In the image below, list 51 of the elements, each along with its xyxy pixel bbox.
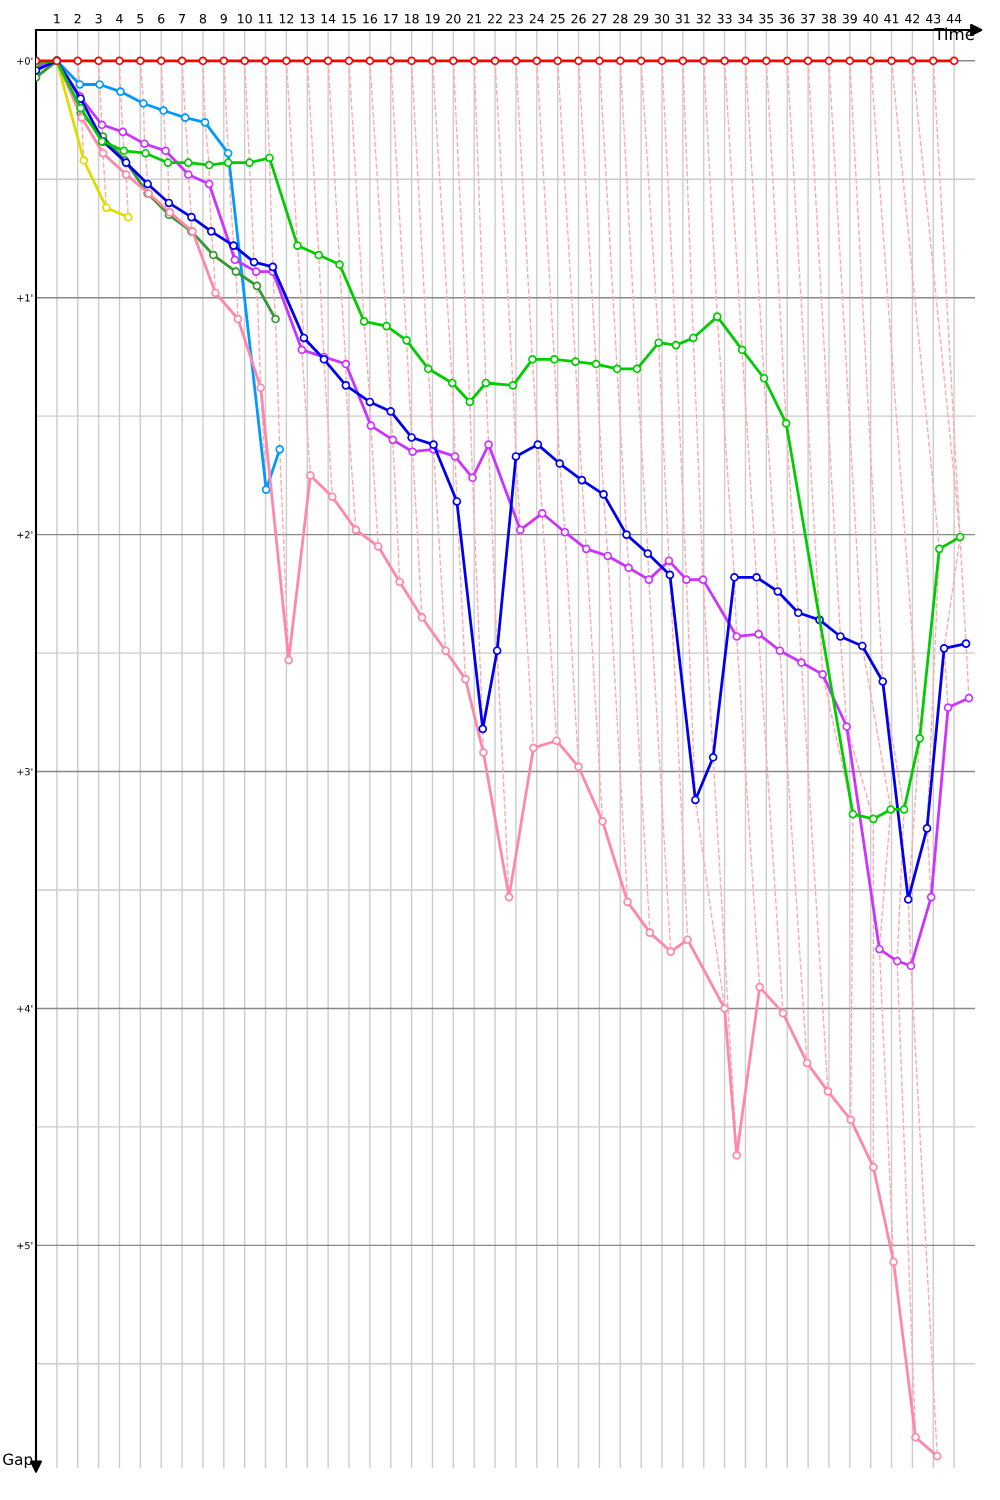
x-tick-label: 9 xyxy=(220,13,227,24)
y-tick-label: +4' xyxy=(17,1005,33,1013)
y-tick-label: +5' xyxy=(17,1241,33,1250)
x-tick-label: 26 xyxy=(571,13,586,24)
x-tick-label: 23 xyxy=(508,13,523,24)
x-tick-label: 37 xyxy=(801,13,815,24)
x-tick-label: 22 xyxy=(488,13,502,24)
y-tick-label: +1' xyxy=(17,294,33,302)
x-tick-label: 35 xyxy=(759,13,774,24)
x-tick-label: 39 xyxy=(842,13,857,24)
x-tick-label: 19 xyxy=(425,13,440,24)
x-tick-label: 13 xyxy=(300,13,315,24)
x-tick-label: 8 xyxy=(199,13,207,24)
y-axis-title: Gap xyxy=(3,1453,33,1469)
x-tick-label: 1 xyxy=(54,14,60,24)
x-tick-label: 27 xyxy=(592,13,607,24)
x-tick-label: 42 xyxy=(905,13,920,24)
x-tick-label: 34 xyxy=(738,13,753,24)
x-tick-label: 3 xyxy=(95,13,102,24)
y-tick-label: +0' xyxy=(17,57,33,65)
x-tick-label: 41 xyxy=(884,14,899,24)
x-tick-label: 16 xyxy=(363,13,378,24)
x-tick-label: 44 xyxy=(946,14,962,24)
x-tick-label: 4 xyxy=(116,14,123,24)
x-tick-label: 28 xyxy=(613,13,628,24)
x-tick-label: 12 xyxy=(279,13,294,24)
y-tick-label: +2' xyxy=(17,531,33,539)
x-tick-label: 33 xyxy=(717,13,732,24)
x-tick-label: 32 xyxy=(696,13,711,24)
x-tick-label: 43 xyxy=(925,13,941,24)
x-tick-label: 14 xyxy=(321,14,336,24)
x-tick-label: 29 xyxy=(634,13,649,24)
x-tick-label: 25 xyxy=(550,13,565,24)
x-tick-label: 18 xyxy=(405,13,419,24)
x-tick-label: 7 xyxy=(179,14,185,24)
x-tick-label: 30 xyxy=(655,13,670,24)
x-tick-label: 5 xyxy=(137,14,144,24)
x-tick-label: 21 xyxy=(467,13,481,24)
x-tick-label: 11 xyxy=(258,14,273,24)
y-tick-label: +3' xyxy=(17,768,33,776)
x-tick-label: 6 xyxy=(158,13,165,24)
x-tick-label: 10 xyxy=(238,13,252,24)
x-tick-label: 38 xyxy=(821,13,837,24)
x-tick-label: 20 xyxy=(446,13,461,24)
x-tick-label: 2 xyxy=(74,13,81,24)
x-tick-label: 15 xyxy=(342,14,356,24)
x-tick-label: 40 xyxy=(863,13,878,24)
x-tick-label: 36 xyxy=(780,13,795,24)
x-tick-label: 31 xyxy=(675,13,690,24)
x-tick-label: 17 xyxy=(384,14,398,24)
x-tick-label: 24 xyxy=(529,13,545,24)
